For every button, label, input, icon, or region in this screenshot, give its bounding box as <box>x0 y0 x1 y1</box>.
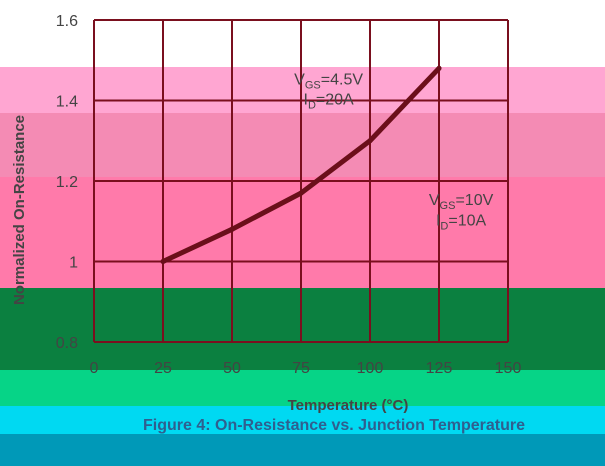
grid-layer <box>93 19 509 343</box>
x-tick-label: 125 <box>426 360 453 377</box>
x-tick-label: 150 <box>495 360 522 377</box>
figure-caption: Figure 4: On-Resistance vs. Junction Tem… <box>143 417 526 434</box>
y-tick-label: 0.8 <box>56 335 78 352</box>
annotation-label: VGS=10V <box>429 192 494 212</box>
background-band <box>0 434 605 466</box>
data-point <box>367 138 373 144</box>
x-tick-label: 75 <box>292 360 310 377</box>
data-point <box>298 190 304 196</box>
y-axis-title: Normalized On-Resistance <box>11 115 28 305</box>
x-tick-label: 100 <box>357 360 384 377</box>
x-axis-title: Temperature (°C) <box>288 397 409 414</box>
y-tick-labels: 0.8 1 1.2 1.4 1.6 <box>56 13 78 352</box>
data-point <box>436 65 442 71</box>
x-tick-labels: 0 25 50 75 100 125 150 <box>90 360 522 377</box>
background-band <box>0 406 605 434</box>
background-band <box>0 288 605 370</box>
y-tick-label: 1.2 <box>56 174 78 191</box>
background-band <box>0 113 605 177</box>
annotation-label: ID=10A <box>436 212 487 232</box>
x-tick-label: 50 <box>223 360 241 377</box>
x-tick-label: 0 <box>90 360 99 377</box>
background-band <box>0 67 605 113</box>
background-band <box>0 370 605 406</box>
y-tick-label: 1 <box>69 255 78 272</box>
series-layer <box>160 65 442 264</box>
data-point <box>229 226 235 232</box>
y-tick-label: 1.4 <box>56 94 78 111</box>
background-band <box>0 177 605 288</box>
x-tick-label: 25 <box>154 360 172 377</box>
annotation-label: VGS=4.5V <box>294 71 363 91</box>
data-point <box>160 259 166 264</box>
y-tick-label: 1.6 <box>56 13 78 30</box>
annotation-label: ID=20A <box>303 92 354 112</box>
